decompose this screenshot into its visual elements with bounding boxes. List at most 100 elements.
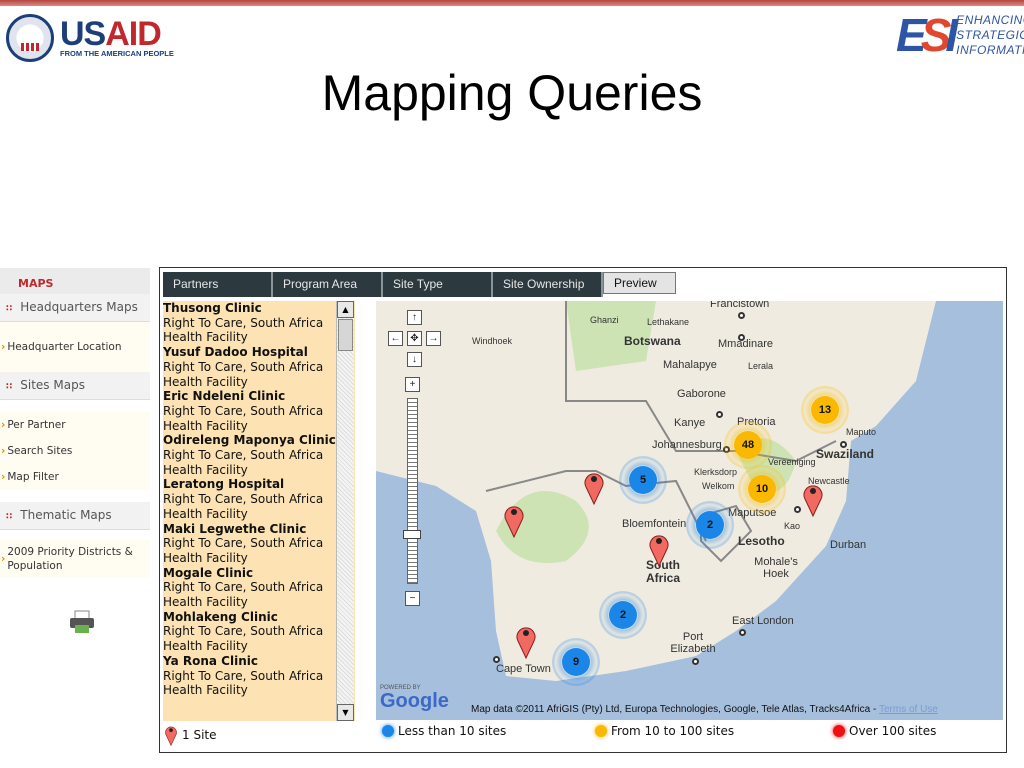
cluster-marker[interactable]: 5	[619, 456, 667, 504]
site-name: Maki Legwethe Clinic	[163, 521, 307, 536]
site-list-item[interactable]: Leratong Hospital Right To Care, South Af…	[163, 477, 355, 521]
chevron-right-icon: ›	[1, 471, 6, 483]
pan-right-button[interactable]: →	[426, 331, 441, 346]
cluster-marker[interactable]: 9	[552, 638, 600, 686]
group-label: Thematic Maps	[20, 508, 112, 522]
site-partner: Right To Care, South Africa	[163, 492, 324, 507]
link-label: Headquarter Location	[7, 341, 122, 353]
site-list-item[interactable]: Ya Rona Clinic Right To Care, South Afric…	[163, 654, 355, 698]
site-type: Health Facility	[163, 462, 248, 477]
site-list-item[interactable]: Eric Ndeleni Clinic Right To Care, South …	[163, 389, 355, 433]
esi-mark: S	[920, 9, 952, 61]
map-label: Bloemfontein	[622, 518, 687, 530]
chevron-right-icon: ›	[1, 553, 6, 565]
sidebar-group-thematic[interactable]: ∷ Thematic Maps	[0, 502, 150, 530]
map-label: Klerksdorp	[694, 467, 738, 477]
cluster-marker[interactable]: 13	[801, 386, 849, 434]
scroll-up-icon[interactable]: ▲	[337, 301, 354, 318]
preview-button[interactable]: Preview	[603, 272, 676, 294]
tab-site-type[interactable]: Site Type	[383, 272, 493, 297]
sidebar-link-map-filter[interactable]: › Map Filter	[0, 464, 150, 490]
sidebar-link-headquarter-location[interactable]: › Headquarter Location	[0, 322, 150, 372]
cluster-count: 9	[562, 648, 590, 676]
site-pin-icon[interactable]	[648, 531, 670, 567]
cluster-count: 2	[609, 601, 637, 629]
terms-of-use-link[interactable]: Terms of Use	[878, 704, 938, 715]
cluster-marker[interactable]: 48	[724, 421, 772, 469]
site-name: Odireleng Maponya Clinic	[163, 433, 336, 448]
usaid-logo-text: US	[60, 14, 106, 53]
site-list-item[interactable]: Mohlakeng Clinic Right To Care, South Afr…	[163, 610, 355, 654]
map-label: Mmadinare	[718, 338, 774, 350]
scroll-thumb[interactable]	[338, 319, 353, 351]
site-pin-icon[interactable]	[515, 623, 537, 659]
sidebar-link-priority-districts[interactable]: › 2009 Priority Districts & Population	[0, 540, 150, 578]
site-partner: Right To Care, South Africa	[163, 403, 324, 418]
usaid-logo-text: AID	[105, 14, 162, 53]
map-label: Kao	[784, 521, 801, 531]
pan-left-button[interactable]: ←	[388, 331, 403, 346]
site-list-item[interactable]: Maki Legwethe Clinic Right To Care, South…	[163, 522, 355, 566]
zoom-out-button[interactable]: −	[405, 591, 420, 606]
printer-icon[interactable]	[68, 610, 96, 634]
sidebar-group-sites[interactable]: ∷ Sites Maps	[0, 372, 150, 400]
site-type: Health Facility	[163, 374, 248, 389]
tab-site-ownership[interactable]: Site Ownership	[493, 272, 603, 297]
tab-partners[interactable]: Partners	[163, 272, 273, 297]
google-logo: POWERED BY Google	[380, 685, 449, 711]
site-list-item[interactable]: Odireleng Maponya Clinic Right To Care, S…	[163, 433, 355, 477]
zoom-slider[interactable]	[407, 398, 418, 584]
city-dot	[493, 656, 500, 663]
chevron-right-icon: ›	[1, 445, 6, 457]
zoom-slider-handle[interactable]	[403, 530, 421, 539]
link-label: Search Sites	[7, 445, 73, 457]
map-label: Vereeniging	[768, 457, 816, 467]
map-label: Gaborone	[677, 388, 726, 400]
tab-program-area[interactable]: Program Area	[273, 272, 383, 297]
cluster-marker[interactable]: 2	[599, 591, 647, 639]
pan-down-button[interactable]: ↓	[407, 352, 422, 367]
cluster-marker[interactable]: 10	[738, 465, 786, 513]
scroll-down-icon[interactable]: ▼	[337, 704, 354, 721]
map-label: Francistown	[710, 301, 770, 310]
site-type: Health Facility	[163, 418, 248, 433]
site-name: Thusong Clinic	[163, 301, 262, 315]
site-pin-icon[interactable]	[503, 502, 525, 538]
map-label: Maputo	[846, 427, 877, 437]
site-list-item[interactable]: Mogale Clinic Right To Care, South Africa…	[163, 566, 355, 610]
map-label: Cape Town	[496, 663, 551, 675]
attribution-text: Map data ©2011 AfriGIS (Pty) Ltd, Europa…	[471, 704, 879, 715]
yellow-cluster-icon	[595, 725, 607, 737]
legend-label: From 10 to 100 sites	[611, 724, 735, 738]
site-partner: Right To Care, South Africa	[163, 536, 324, 551]
pan-center-button[interactable]: ✥	[407, 331, 422, 346]
sidebar-header: MAPS	[0, 268, 150, 294]
cluster-count: 13	[811, 396, 839, 424]
site-name: Yusuf Dadoo Hospital	[163, 345, 308, 360]
cluster-count: 5	[629, 466, 657, 494]
map-label: Newcastle	[808, 476, 850, 486]
site-pin-icon[interactable]	[583, 469, 605, 505]
site-list-item[interactable]: Yusuf Dadoo Hospital Right To Care, South…	[163, 345, 355, 389]
site-type: Health Facility	[163, 683, 248, 698]
site-type: Health Facility	[163, 595, 248, 610]
legend-label: Over 100 sites	[849, 724, 937, 738]
cluster-marker[interactable]: 2	[686, 501, 734, 549]
site-list-scrollbar[interactable]: ▲ ▼	[336, 301, 354, 721]
city-dot	[738, 312, 745, 319]
site-pin-icon[interactable]	[802, 481, 824, 517]
legend-single-site: 1 Site	[164, 724, 217, 746]
site-type: Health Facility	[163, 550, 248, 565]
city-dot	[840, 441, 847, 448]
map-view[interactable]: ↑ ← ✥ → ↓ + − Francistown Ghanzi Lethaka…	[376, 301, 1003, 720]
pan-up-button[interactable]: ↑	[407, 310, 422, 325]
site-type: Health Facility	[163, 639, 248, 654]
esi-line: INFORMATION	[956, 42, 1024, 57]
site-name: Ya Rona Clinic	[163, 653, 258, 668]
map-label: Port Elizabeth	[670, 631, 716, 655]
sidebar-link-search-sites[interactable]: › Search Sites	[0, 438, 150, 464]
site-list-item[interactable]: Thusong Clinic Right To Care, South Afric…	[163, 301, 355, 345]
sidebar-group-headquarters[interactable]: ∷ Headquarters Maps	[0, 294, 150, 322]
sidebar-link-per-partner[interactable]: › Per Partner	[0, 412, 150, 438]
zoom-in-button[interactable]: +	[405, 377, 420, 392]
